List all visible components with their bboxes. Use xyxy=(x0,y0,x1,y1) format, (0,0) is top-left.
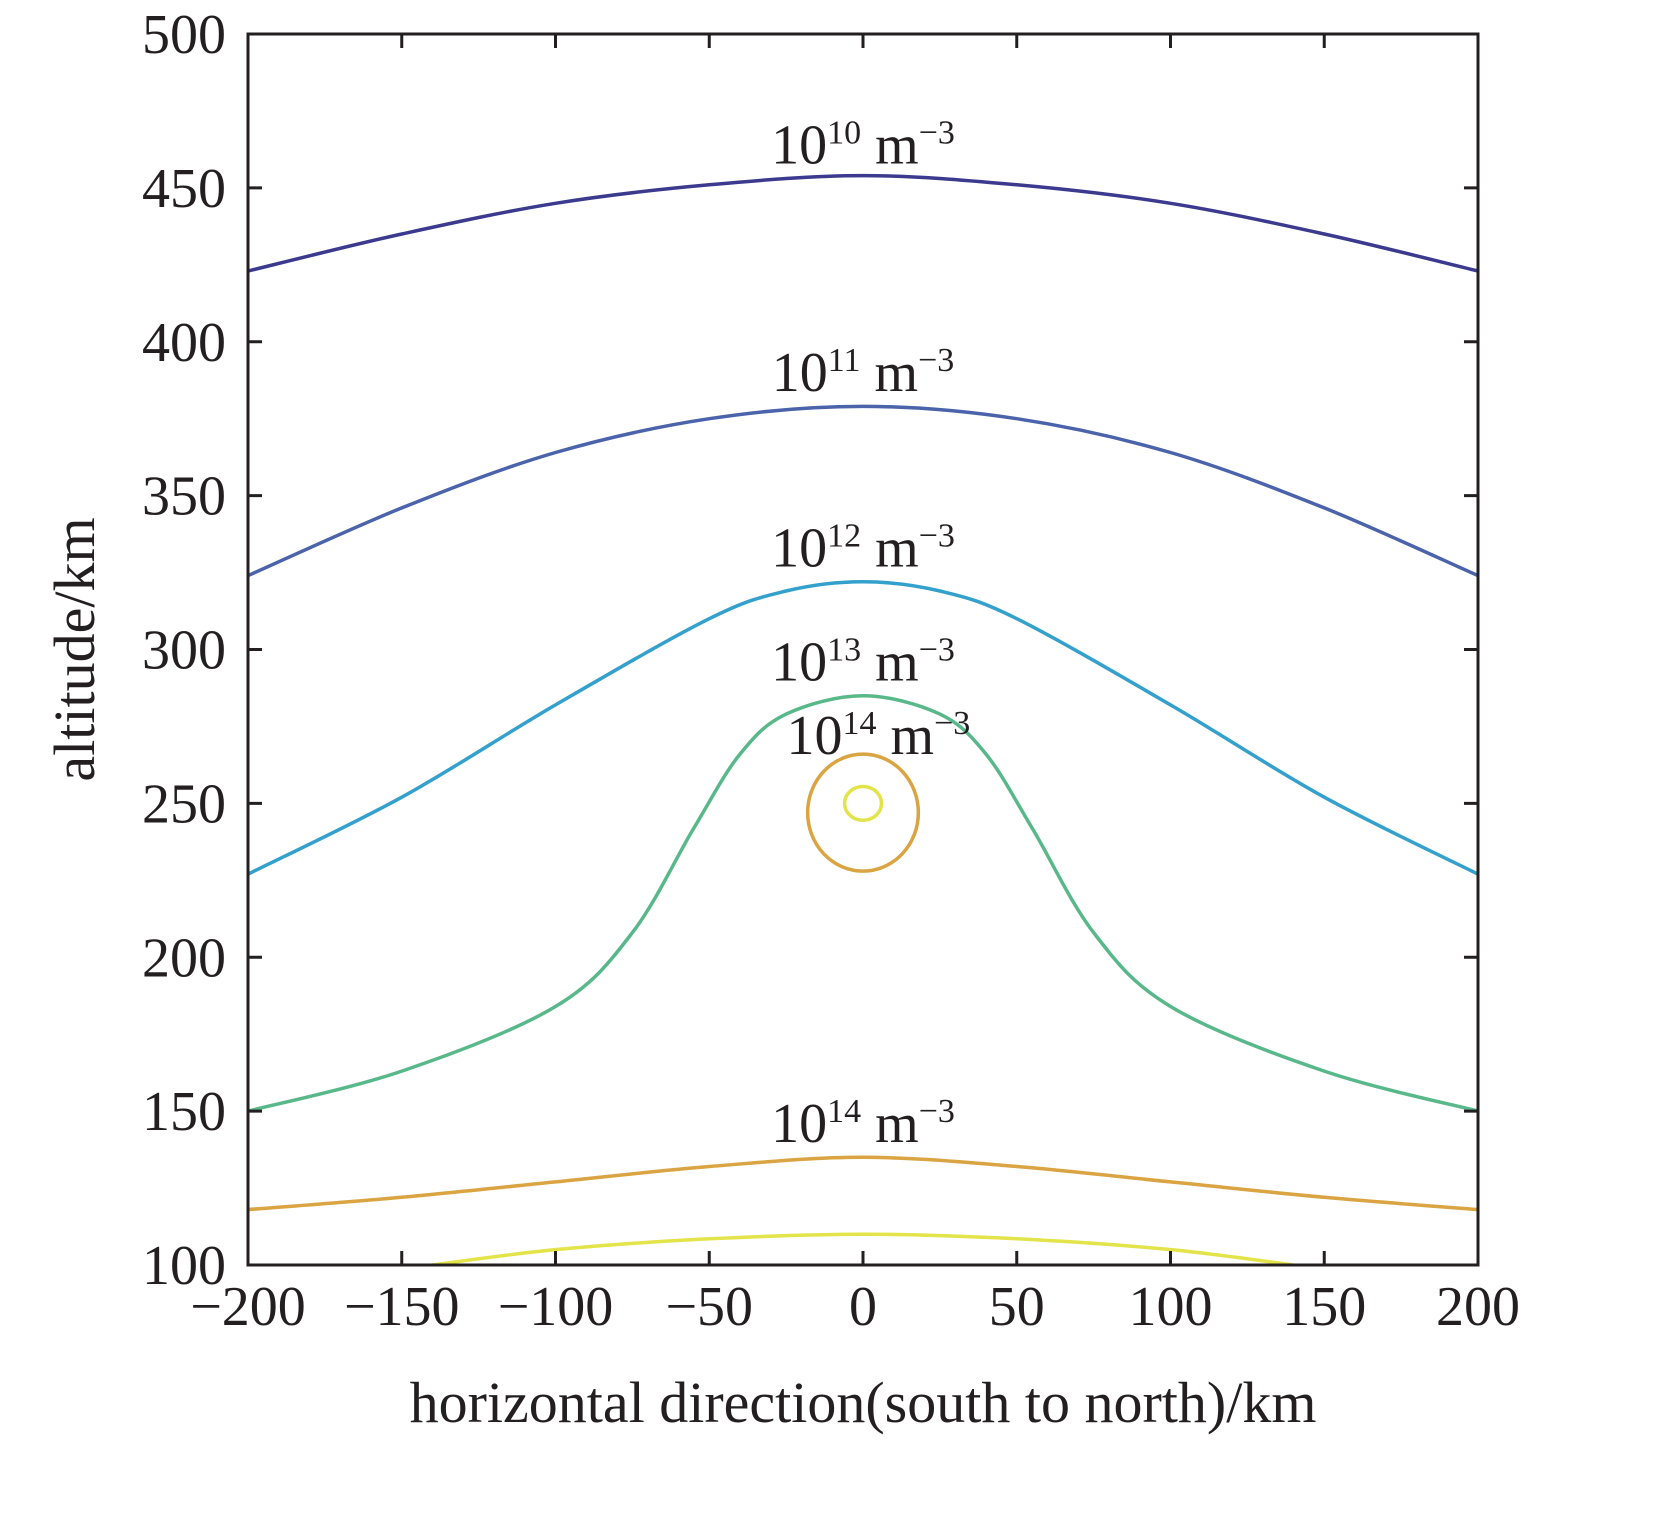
contour-label-2: 1012 m−3 xyxy=(771,517,955,579)
x-tick-label: 200 xyxy=(1436,1276,1520,1338)
y-tick-label: 450 xyxy=(142,158,226,220)
contour-label-1: 1011 m−3 xyxy=(772,342,955,404)
contour-line-6 xyxy=(805,752,921,873)
x-tick-label: −150 xyxy=(344,1276,460,1338)
contour-line-2 xyxy=(248,580,1478,876)
axes: −200 −150 −100 −50 0 50 100 150 200 100 150 200 250 3… xyxy=(142,4,1520,1338)
y-tick-label: 400 xyxy=(142,312,226,374)
y-tick-label: 350 xyxy=(142,466,226,528)
contour-line-4 xyxy=(248,1155,1478,1212)
x-tick-label: 150 xyxy=(1282,1276,1366,1338)
contour-label-4: 1014 m−3 xyxy=(787,705,971,767)
contour-line-5 xyxy=(432,1232,1294,1265)
contour-line-7 xyxy=(842,784,884,823)
y-tick-label: 150 xyxy=(142,1081,226,1143)
contour-label-3: 1013 m−3 xyxy=(771,631,955,693)
x-tick-label: 100 xyxy=(1129,1276,1213,1338)
x-axis-title: horizontal direction(south to north)/km xyxy=(410,1370,1317,1435)
contour-label-5: 1014 m−3 xyxy=(771,1093,955,1155)
y-tick-label: 200 xyxy=(142,927,226,989)
x-tick-label: −100 xyxy=(498,1276,614,1338)
x-tick-label: −50 xyxy=(665,1276,753,1338)
contour-line-1 xyxy=(248,404,1478,578)
contour-line-0 xyxy=(248,173,1478,273)
contour-labels: 1010 m−3 1011 m−3 1012 m−3 1013 m−3 1014 m−3… xyxy=(771,114,970,1155)
x-tick-label: 50 xyxy=(989,1276,1045,1338)
contour-line-3 xyxy=(248,693,1478,1113)
y-tick-label: 100 xyxy=(142,1235,226,1297)
contour-lines xyxy=(248,173,1478,1265)
x-tick-label: 0 xyxy=(849,1276,877,1338)
x-tick-label: −200 xyxy=(190,1276,306,1338)
y-tick-label: 250 xyxy=(142,773,226,835)
y-tick-label: 300 xyxy=(142,620,226,682)
y-tick-label: 500 xyxy=(142,4,226,66)
contour-label-0: 1010 m−3 xyxy=(771,114,955,176)
y-axis-title: altitude/km xyxy=(42,517,107,781)
